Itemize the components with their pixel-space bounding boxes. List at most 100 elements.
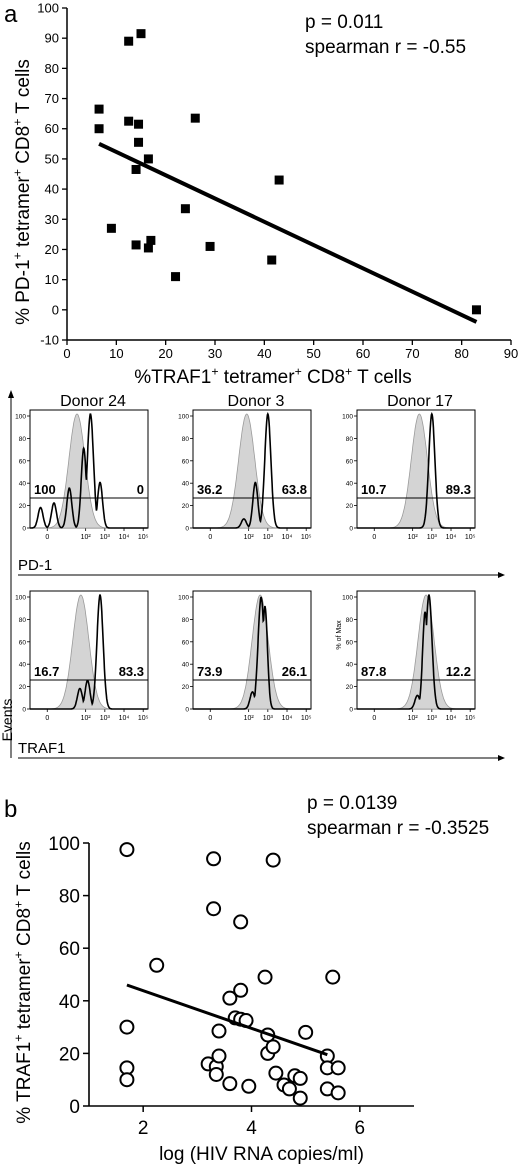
donor-title: Donor 24 <box>60 393 126 410</box>
histogram-x-tick-label: 10³ <box>100 534 111 541</box>
histogram-x-tick-label: 10² <box>244 715 255 722</box>
histogram-panel: 0 20 40 60 80 100 0 10² 10³ 10⁴ 10⁵ 10.7 89.3 <box>342 409 476 541</box>
panel-a-data-point <box>143 154 153 164</box>
panel-b-data-point <box>292 1090 308 1106</box>
panel-b-data-point <box>222 990 238 1006</box>
histogram-y-tick-label: 100 <box>178 414 189 421</box>
panel-b-label: b <box>4 796 17 823</box>
panel-a-scatter: -10 0 10 20 30 40 50 60 70 80 90 100 0 10 20 30 40 50 60 70… <box>10 1 518 389</box>
panel-a-label: a <box>4 1 18 28</box>
panel-b-p-value: p = 0.0139 <box>307 793 397 814</box>
panel-b-data-point <box>119 1019 135 1035</box>
panel-a-data-point <box>94 104 104 114</box>
panel-b-data-point <box>330 1060 346 1076</box>
panel-a-x-tick-label: 90 <box>504 346 518 361</box>
histogram-panel: 0 20 40 60 80 100 0 10² 10³ 10⁴ 10⁵ 73.9 26.1 <box>178 590 312 722</box>
isotype-histogram <box>357 413 475 529</box>
gate-value-left: 100 <box>34 482 56 497</box>
histogram-x-tick-label: 0 <box>208 534 212 541</box>
panel-a-x-tick-label: 30 <box>208 346 222 361</box>
gate-value-right: 83.3 <box>119 664 144 679</box>
panel-b-data-point <box>208 1066 224 1082</box>
gate-value-left: 10.7 <box>361 482 386 497</box>
histogram-y-tick-label: 40 <box>346 481 354 488</box>
panel-b-data-point <box>292 1070 308 1086</box>
histogram-x-tick-label: 10³ <box>100 715 111 722</box>
histogram-x-tick-label: 0 <box>45 715 49 722</box>
histogram-x-tick-label: 10⁵ <box>138 715 149 722</box>
histogram-x-tick-label: 10⁵ <box>138 534 149 541</box>
gate-value-right: 0 <box>137 482 144 497</box>
histogram-y-tick-label: 40 <box>182 662 190 669</box>
histogram-x-tick-label: 10² <box>408 534 419 541</box>
panel-b-data-point <box>119 842 135 858</box>
histogram-y-tick-label: 100 <box>15 595 26 602</box>
panel-a-data-point <box>134 119 144 129</box>
events-arrowhead <box>8 390 14 398</box>
histogram-y-tick-label: 80 <box>182 617 190 624</box>
panel-a-data-point <box>134 137 144 147</box>
gate-value-right: 89.3 <box>446 482 471 497</box>
panel-a-data-point <box>180 204 190 214</box>
panel-b-data-point <box>265 1039 281 1055</box>
histogram-x-tick-label: 10⁴ <box>119 715 130 722</box>
gate-value-left: 87.8 <box>361 664 386 679</box>
gate-value-right: 63.8 <box>282 482 307 497</box>
panel-b-data-point <box>206 901 222 917</box>
histogram-y-tick-label: 40 <box>346 662 354 669</box>
panel-a-y-tick-label: 0 <box>52 302 59 317</box>
stained-histogram <box>357 412 475 529</box>
histogram-x-tick-label: 10⁴ <box>282 715 293 722</box>
panel-a-y-tick-label: 40 <box>45 182 59 197</box>
histogram-panel: 0 20 40 60 80 100 0 10² 10³ 10⁴ 10⁵ 36.2 63.8 <box>178 409 312 541</box>
panel-b-x-tick-label: 2 <box>138 1118 149 1139</box>
panel-a-spearman: spearman r = -0.55 <box>305 37 466 58</box>
histogram-y-tick-label: 0 <box>349 707 353 714</box>
histogram-x-tick-label: 10³ <box>263 534 274 541</box>
panel-a-x-tick-label: 10 <box>109 346 123 361</box>
panel-a-data-point <box>124 36 134 46</box>
marker-label: TRAF1 <box>18 740 66 757</box>
marker-label: PD-1 <box>18 557 52 574</box>
histogram-x-tick-label: 0 <box>208 715 212 722</box>
histogram-y-tick-label: 20 <box>19 503 27 510</box>
histogram-x-tick-label: 10³ <box>427 534 438 541</box>
panel-b-x-tick-label: 6 <box>355 1118 366 1139</box>
panel-a-data-point <box>131 240 141 250</box>
panel-a-y-tick-label: 50 <box>45 151 59 166</box>
panel-a-y-tick-label: 60 <box>45 121 59 136</box>
panel-b-x-tick-label: 4 <box>246 1118 257 1139</box>
histogram-y-tick-label: 20 <box>346 503 354 510</box>
panel-b-data-point <box>233 914 249 930</box>
panel-b-data-point <box>265 852 281 868</box>
panel-b-y-tick-label: 60 <box>59 939 80 960</box>
panel-a-x-tick-label: 40 <box>257 346 271 361</box>
histogram-x-tick-label: 10² <box>81 534 92 541</box>
panel-a-y-tick-label: 10 <box>45 272 59 287</box>
histogram-x-tick-label: 10⁵ <box>465 534 476 541</box>
panel-b-data-point <box>211 1023 227 1039</box>
panel-b-spearman: spearman r = -0.3525 <box>307 818 489 839</box>
histogram-y-tick-label: 20 <box>346 684 354 691</box>
panel-a-fit-line <box>98 142 478 324</box>
panel-a-data-point <box>274 175 284 185</box>
histogram-y-tick-label: 20 <box>182 503 190 510</box>
stained-histogram <box>30 413 148 529</box>
stained-histogram <box>193 412 311 529</box>
panel-a-x-tick-label: 60 <box>356 346 370 361</box>
histogram-x-tick-label: 0 <box>372 534 376 541</box>
panel-a-data-point <box>106 223 116 233</box>
histogram-y-tick-label: 60 <box>19 458 27 465</box>
histogram-y-tick-label: 80 <box>182 436 190 443</box>
histogram-y-tick-label: 80 <box>346 436 354 443</box>
panel-a-data-point <box>146 235 156 245</box>
gate-value-left: 73.9 <box>197 664 222 679</box>
histogram-x-tick-label: 10² <box>408 715 419 722</box>
histogram-y-tick-label: 20 <box>19 684 27 691</box>
histogram-y-tick-label: 40 <box>19 662 27 669</box>
stained-histogram <box>193 596 311 710</box>
percent-of-max-label: % of Max <box>336 620 343 650</box>
gate-value-left: 36.2 <box>197 482 222 497</box>
panel-b-data-point <box>330 1085 346 1101</box>
histogram-panel: 0 20 40 60 80 100 0 10² 10³ 10⁴ 10⁵ 100 0 <box>15 409 149 541</box>
